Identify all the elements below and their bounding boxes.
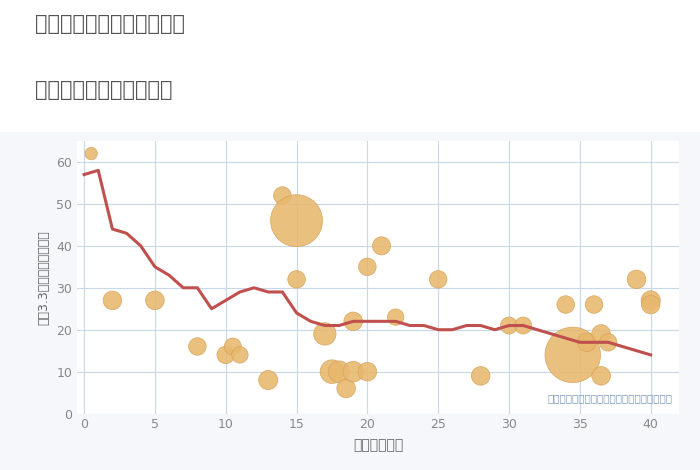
Point (560, 301, 571, 308)
Point (333, 368, 344, 376)
Point (149, 297, 160, 304)
Point (567, 351, 578, 359)
Point (589, 301, 600, 308)
Point (276, 192, 288, 199)
Point (390, 313, 401, 321)
Point (319, 330, 330, 337)
Text: 円の大きさは、取引のあった物件面積を示す: 円の大きさは、取引のあった物件面積を示す (548, 393, 673, 403)
Point (596, 372, 607, 380)
Point (631, 275, 642, 283)
Point (645, 301, 657, 308)
Point (228, 343, 239, 350)
Point (107, 297, 118, 304)
Point (517, 322, 528, 329)
Point (340, 384, 351, 392)
Point (362, 368, 373, 376)
Point (603, 338, 614, 346)
Point (234, 351, 246, 359)
Point (326, 368, 337, 376)
Point (433, 275, 444, 283)
Point (348, 368, 359, 376)
Point (581, 338, 592, 346)
Point (362, 263, 373, 271)
Point (291, 217, 302, 225)
Point (596, 330, 607, 337)
Point (220, 351, 231, 359)
Point (376, 242, 387, 250)
Y-axis label: 坪（3.3㎡）単価（万円）: 坪（3.3㎡）単価（万円） (38, 230, 50, 325)
Point (85, 150, 97, 157)
Point (645, 297, 657, 304)
Point (475, 372, 486, 380)
Text: 兵庫県豊岡市出石町中村の: 兵庫県豊岡市出石町中村の (35, 14, 185, 34)
Point (262, 376, 274, 384)
Point (348, 318, 359, 325)
Point (291, 275, 302, 283)
Point (503, 322, 514, 329)
X-axis label: 築年数（年）: 築年数（年） (353, 439, 403, 453)
Text: 築年数別中古戸建て価格: 築年数別中古戸建て価格 (35, 80, 172, 100)
Point (192, 343, 203, 350)
